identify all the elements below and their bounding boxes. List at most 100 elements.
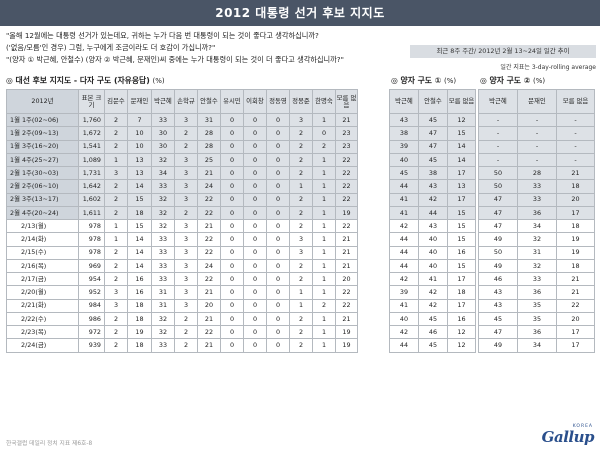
table-row: 2월 3주(13~17) 1,602 2 15 32 3 22 0 0 0 2 1 22 [6, 192, 358, 207]
value-cell: 3 [174, 298, 198, 313]
sample-size-cell: 1,760 [78, 112, 105, 128]
value-cell: 2 [174, 205, 198, 221]
table-row: 44 40 16 [389, 245, 476, 260]
table-row: 39 42 18 [389, 285, 476, 300]
table-row: 49 32 18 [478, 258, 595, 274]
value-cell: 40 [418, 232, 448, 247]
value-cell: 2 [289, 311, 313, 327]
row-label: 2/24(금) [6, 338, 79, 353]
table-row: 44 43 13 [389, 179, 476, 194]
two-way-2-unit: (%) [532, 77, 546, 85]
value-cell: 1 [289, 285, 313, 300]
row-label: 2/21(화) [6, 298, 79, 313]
value-cell: 3 [174, 245, 198, 260]
value-cell: 42 [418, 192, 448, 207]
value-cell: 2 [289, 218, 313, 234]
value-cell: 47 [478, 218, 518, 234]
table-row: 47 36 17 [478, 205, 595, 221]
value-cell: 49 [478, 258, 518, 274]
row-label: 2월 1주(30~03) [6, 165, 79, 181]
logo-text: Gallup [541, 428, 595, 446]
table-row: 49 32 19 [478, 232, 595, 247]
table-row: 2/13(월) 978 1 15 32 3 21 0 0 0 2 1 22 [6, 218, 358, 234]
value-cell: 3 [174, 192, 198, 207]
column-header: 이회창 [243, 89, 267, 114]
value-cell: 45 [389, 165, 419, 181]
column-header: 정몽준 [289, 89, 313, 114]
table-row: --- [478, 126, 595, 141]
value-cell: 0 [220, 139, 244, 154]
value-cell: 0 [266, 232, 290, 247]
sample-size-cell: 969 [78, 258, 105, 274]
value-cell: 0 [243, 298, 267, 313]
value-cell: 21 [197, 311, 221, 327]
table-row: 44 45 12 [389, 338, 476, 353]
value-cell: 33 [151, 271, 175, 287]
value-cell: 32 [517, 232, 557, 247]
value-cell: 3 [174, 285, 198, 300]
value-cell: 31 [517, 245, 557, 260]
value-cell: 13 [447, 179, 476, 194]
main-section-title-text: ◎ 대선 후보 지지도 - 다자 구도 (자유응답) [6, 76, 150, 85]
table-row: 46 33 21 [478, 271, 595, 287]
value-cell: 15 [447, 258, 476, 274]
column-header: 모름 없음 [447, 89, 476, 114]
row-label: 2/22(수) [6, 311, 79, 327]
question-line: "올해 12월에는 대통령 선거가 있는데요, 귀하는 누가 다음 번 대통령이… [6, 31, 319, 40]
row-label: 2월 4주(20~24) [6, 205, 79, 221]
value-cell: 43 [389, 112, 419, 128]
value-cell: 0 [266, 338, 290, 353]
two-way-2-title-text: ◎ 양자 구도 ② [480, 76, 531, 85]
value-cell: - [556, 126, 595, 141]
value-cell: 15 [447, 232, 476, 247]
value-cell: 22 [335, 298, 358, 313]
value-cell: 33 [151, 245, 175, 260]
value-cell: 33 [517, 271, 557, 287]
value-cell: 32 [151, 218, 175, 234]
value-cell: 19 [556, 245, 595, 260]
value-cell: 0 [220, 285, 244, 300]
value-cell: 18 [556, 179, 595, 194]
value-cell: 0 [266, 192, 290, 207]
value-cell: 21 [197, 218, 221, 234]
value-cell: 3 [289, 112, 313, 128]
value-cell: 22 [197, 245, 221, 260]
trend-note: 일간 지표는 3-day-rolling average [500, 64, 596, 71]
value-cell: 15 [127, 218, 152, 234]
value-cell: 43 [478, 285, 518, 300]
value-cell: 21 [556, 271, 595, 287]
value-cell: - [478, 152, 518, 168]
value-cell: 42 [389, 324, 419, 340]
sample-size-cell: 1,602 [78, 192, 105, 207]
value-cell: 1 [312, 271, 336, 287]
value-cell: 16 [447, 245, 476, 260]
value-cell: 1 [312, 205, 336, 221]
value-cell: 32 [151, 311, 175, 327]
value-cell: 32 [151, 152, 175, 168]
column-header: 박근혜 [389, 89, 419, 114]
value-cell: 16 [447, 311, 476, 327]
column-header: 박근혜 [151, 89, 175, 114]
value-cell: 14 [127, 245, 152, 260]
value-cell: 45 [478, 311, 518, 327]
value-cell: 49 [478, 232, 518, 247]
value-cell: 40 [418, 258, 448, 274]
value-cell: 22 [335, 192, 358, 207]
value-cell: 31 [151, 298, 175, 313]
value-cell: 0 [266, 112, 290, 128]
value-cell: 22 [335, 165, 358, 181]
value-cell: 0 [220, 298, 244, 313]
value-cell: 2 [289, 152, 313, 168]
value-cell: 0 [266, 179, 290, 194]
value-cell: 23 [335, 126, 358, 141]
value-cell: 2 [289, 271, 313, 287]
value-cell: 45 [418, 311, 448, 327]
page-title: 2012 대통령 선거 후보 지지도 [0, 0, 600, 26]
table-row: 43 35 22 [478, 298, 595, 313]
value-cell: 19 [556, 232, 595, 247]
main-section-title: ◎ 대선 후보 지지도 - 다자 구도 (자유응답) (%) [6, 75, 165, 86]
value-cell: 22 [197, 192, 221, 207]
value-cell: 0 [220, 258, 244, 274]
row-label: 1월 3주(16~20) [6, 139, 79, 154]
table-row: 38 47 15 [389, 126, 476, 141]
